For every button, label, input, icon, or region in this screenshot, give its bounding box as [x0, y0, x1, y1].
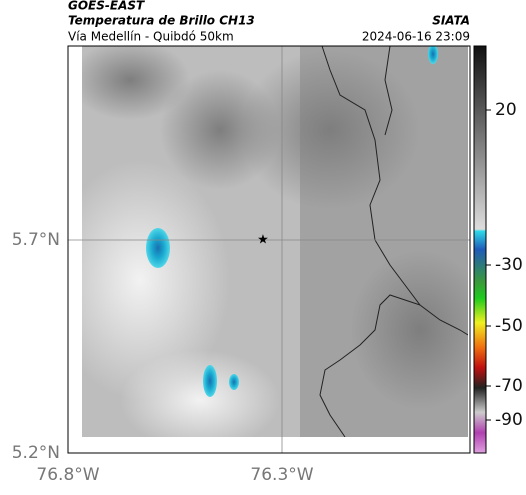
colorbar-label: -90: [495, 410, 523, 430]
source: GOES-EAST: [68, 0, 145, 13]
region: Vía Medellín - Quibdó 50km: [68, 30, 234, 44]
colorbar-label: -70: [495, 376, 523, 396]
map-frame: [67, 45, 471, 454]
agency: SIATA: [432, 14, 470, 28]
colorbar-ticks: 20 -30 -50 -70 -90: [486, 100, 523, 430]
timestamp: 2024-06-16 23:09: [362, 30, 470, 44]
lat-label: 5.7°N: [12, 230, 60, 250]
satellite-image: [82, 46, 468, 437]
colorbar-label: 20: [495, 100, 517, 120]
location-marker: ★: [257, 233, 269, 248]
colorbar-label: -50: [495, 316, 523, 336]
product: Temperatura de Brillo CH13: [68, 14, 255, 28]
lon-label: 76.3°W: [250, 465, 313, 485]
colorbar: [473, 45, 487, 454]
lon-label: 76.8°W: [36, 465, 99, 485]
colorbar-label: -30: [495, 255, 523, 275]
lat-label: 5.2°N: [12, 443, 60, 463]
